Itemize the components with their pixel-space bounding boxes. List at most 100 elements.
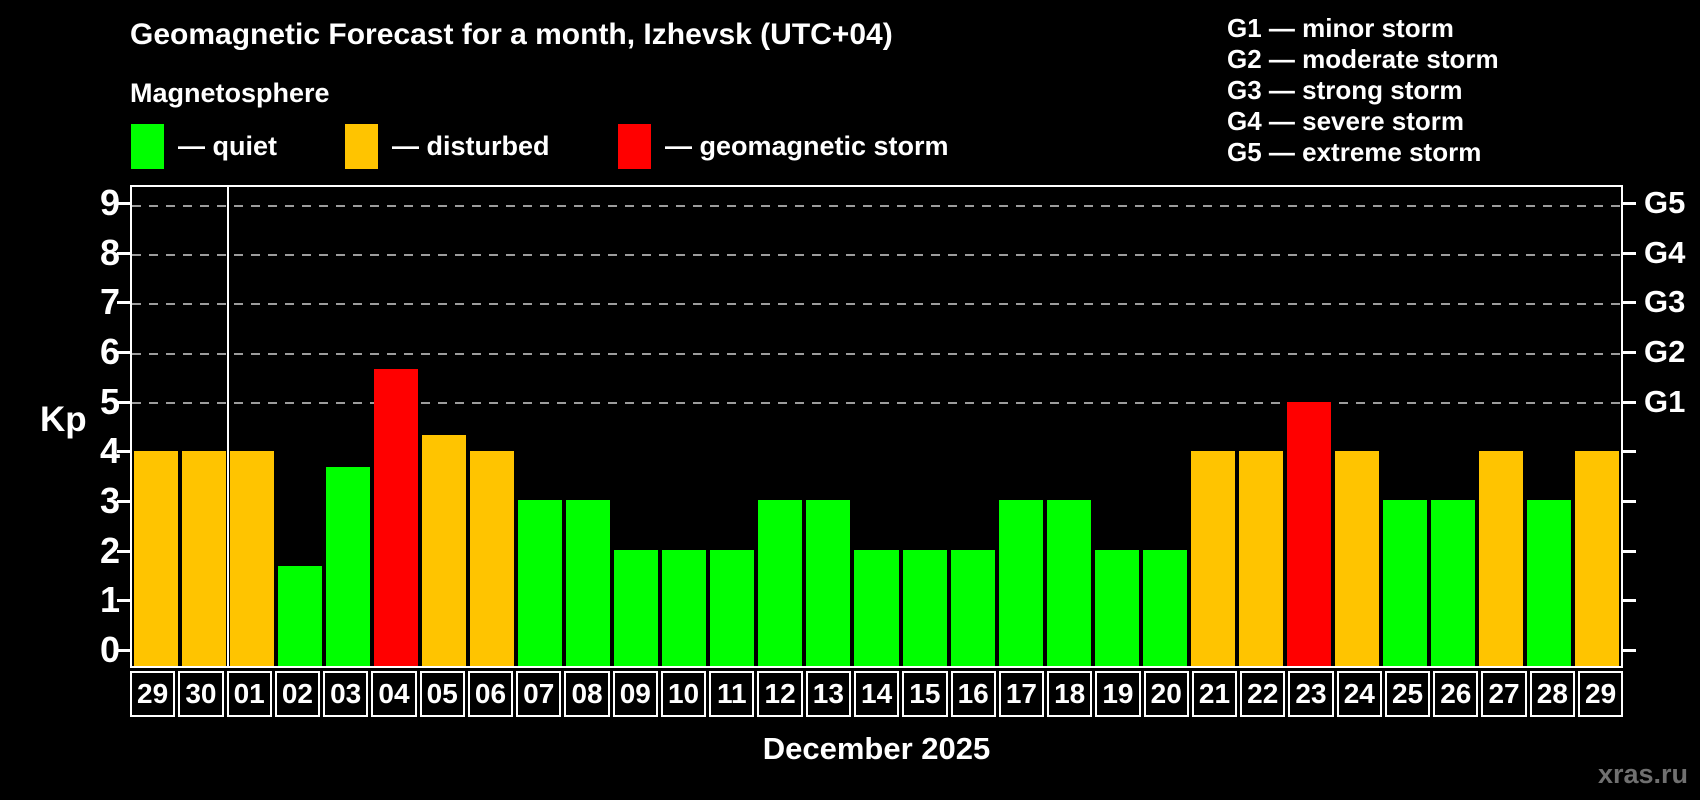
kp-bar-day-23 xyxy=(1286,401,1331,666)
gridline-kp5 xyxy=(132,401,1621,404)
legend-label-quiet: — quiet xyxy=(178,131,277,161)
right-axis-tick-2 xyxy=(1623,549,1636,553)
x-axis-date-row: 29 30 01 02 03 04 05 06 07 08 09 10 11 12 13 14 15 16 17 18… xyxy=(130,671,1624,717)
date-cell-08: 08 xyxy=(564,671,610,717)
kp-bar-day-05 xyxy=(422,434,467,666)
y-axis-tick-label-7: 7 xyxy=(99,281,120,323)
disturbed-color-swatch xyxy=(345,124,378,169)
gridline-kp9 xyxy=(132,204,1621,207)
date-cell-14: 14 xyxy=(853,671,900,717)
date-cell-28: 28 xyxy=(1529,671,1575,717)
y-axis-tick-label-2: 2 xyxy=(99,529,120,571)
y-axis-tick-5 xyxy=(117,400,130,404)
kp-bar-day-16 xyxy=(950,549,995,666)
kp-bar-day-03 xyxy=(326,467,371,666)
kp-bar-day-20 xyxy=(1142,549,1187,666)
kp-bar-day-27 xyxy=(1478,451,1523,666)
y-axis-tick-8 xyxy=(117,251,130,255)
gridline-kp8 xyxy=(132,254,1621,257)
date-cell-17: 17 xyxy=(998,671,1045,717)
x-axis-title: December 2025 xyxy=(762,731,991,766)
date-cell-23: 23 xyxy=(1288,671,1334,717)
right-axis-tick-0 xyxy=(1623,649,1636,653)
legend-item-storm: — geomagnetic storm xyxy=(618,123,949,170)
kp-bar-day-29 xyxy=(1574,451,1619,666)
chart-title: Geomagnetic Forecast for a month, Izhevs… xyxy=(130,18,893,51)
right-axis-tick-label-G3: G3 xyxy=(1644,284,1686,320)
date-cell-25: 25 xyxy=(1384,671,1431,717)
storm-scale-line-g5: G5 — extreme storm xyxy=(1227,137,1482,167)
kp-bar-day-25 xyxy=(1382,500,1427,666)
right-axis-tick-1 xyxy=(1623,599,1636,603)
kp-bar-day-09 xyxy=(614,549,659,666)
date-cell-16: 16 xyxy=(950,671,996,717)
right-axis-tick-3 xyxy=(1623,500,1636,504)
kp-bar-day-02 xyxy=(278,565,323,666)
plot-area xyxy=(130,185,1623,668)
y-axis-tick-label-8: 8 xyxy=(99,231,120,273)
y-axis-tick-label-9: 9 xyxy=(99,181,120,223)
date-cell-20: 20 xyxy=(1143,671,1189,717)
date-cell-04: 04 xyxy=(371,671,417,717)
y-axis-tick-label-6: 6 xyxy=(99,330,120,372)
date-cell-07: 07 xyxy=(516,671,562,717)
storm-scale-line-g2: G2 — moderate storm xyxy=(1227,44,1499,74)
kp-bar-day-17 xyxy=(998,500,1043,666)
y-axis-tick-label-4: 4 xyxy=(99,430,120,472)
y-axis-tick-6 xyxy=(117,350,130,354)
right-axis-tick-label-G4: G4 xyxy=(1644,234,1686,270)
watermark: xras.ru xyxy=(1597,759,1688,789)
date-cell-27: 27 xyxy=(1481,671,1527,717)
date-cell-05: 05 xyxy=(419,671,465,717)
storm-color-swatch xyxy=(618,124,651,169)
right-axis-tick-9 xyxy=(1623,201,1636,205)
y-axis-tick-4 xyxy=(117,450,130,454)
quiet-color-swatch xyxy=(131,124,164,169)
y-axis-tick-label-3: 3 xyxy=(99,480,120,522)
kp-bar-day-21 xyxy=(1190,451,1235,666)
date-cell-21: 21 xyxy=(1191,671,1238,717)
date-cell-18: 18 xyxy=(1047,671,1093,717)
kp-bar-day-19 xyxy=(1094,549,1139,666)
storm-scale-line-g1: G1 — minor storm xyxy=(1227,13,1454,43)
date-cell-15: 15 xyxy=(902,671,948,717)
right-axis-tick-8 xyxy=(1623,251,1636,255)
kp-bar-day-07 xyxy=(518,500,563,666)
kp-bar-day-15 xyxy=(902,549,947,666)
date-cell-11: 11 xyxy=(709,671,755,717)
date-cell-30: 30 xyxy=(178,671,224,717)
y-axis-tick-3 xyxy=(117,500,130,504)
kp-bar-day-26 xyxy=(1430,500,1475,666)
y-axis-tick-2 xyxy=(117,549,130,553)
y-axis-tick-label-1: 1 xyxy=(99,579,120,621)
date-cell-12: 12 xyxy=(757,671,803,717)
date-cell-09: 09 xyxy=(612,671,658,717)
right-axis-tick-label-G2: G2 xyxy=(1644,333,1686,369)
date-cell-26: 26 xyxy=(1433,671,1479,717)
legend-item-disturbed: — disturbed xyxy=(345,123,550,170)
date-cell-02: 02 xyxy=(274,671,321,717)
kp-bar-day-12 xyxy=(758,500,803,666)
kp-bar-day-29 xyxy=(134,451,179,666)
right-axis-tick-5 xyxy=(1623,400,1636,404)
date-cell-29: 29 xyxy=(1577,671,1624,717)
kp-bar-day-10 xyxy=(662,549,707,666)
y-axis-tick-1 xyxy=(117,599,130,603)
storm-scale-line-g4: G4 — severe storm xyxy=(1227,106,1465,136)
gridline-kp6 xyxy=(132,352,1621,355)
storm-scale-legend: G1 — minor storm G2 — moderate storm G3 … xyxy=(1227,13,1499,168)
y-axis-tick-9 xyxy=(117,201,130,205)
kp-bar-day-28 xyxy=(1526,500,1571,666)
legend-label-disturbed: — disturbed xyxy=(392,131,550,161)
kp-bar-day-14 xyxy=(854,549,899,666)
month-separator-line xyxy=(227,187,230,666)
date-cell-03: 03 xyxy=(323,671,369,717)
right-axis-tick-7 xyxy=(1623,301,1636,305)
date-cell-29: 29 xyxy=(130,671,176,717)
y-axis-tick-label-5: 5 xyxy=(99,380,120,422)
date-cell-06: 06 xyxy=(467,671,514,717)
y-axis-tick-0 xyxy=(117,649,130,653)
magnetosphere-label: Magnetosphere xyxy=(130,78,330,108)
kp-bar-day-24 xyxy=(1334,451,1379,666)
